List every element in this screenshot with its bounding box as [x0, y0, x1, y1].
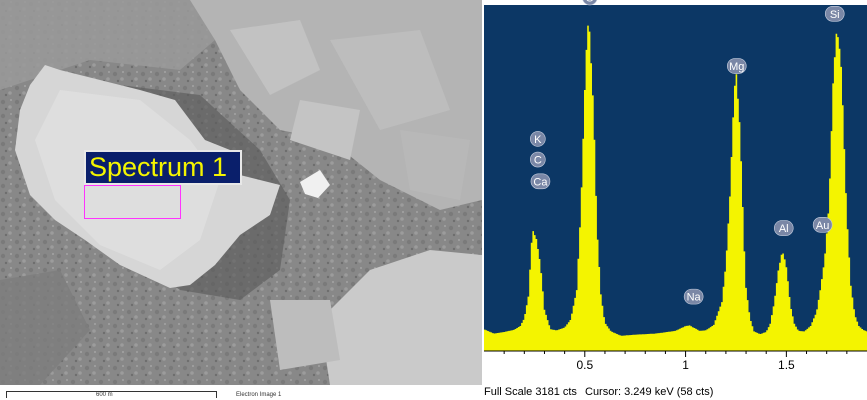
peak-marker [582, 0, 598, 6]
micrograph-texture [0, 0, 482, 385]
eds-spectrum-chart[interactable]: 0.5 1 1.5 KC Ca O Na Mg Al Au Si [484, 0, 867, 384]
peak-label-k[interactable]: K [530, 131, 546, 147]
scale-bar [6, 391, 217, 398]
scale-bar-label: 600 m [96, 392, 113, 398]
spectrum-panel: 0.5 1 1.5 KC Ca O Na Mg Al Au Si Full Scale 3181 … [484, 0, 867, 400]
peak-element-text: Na [687, 292, 702, 304]
peak-element-text: Si [830, 9, 840, 21]
peak-element-text: Mg [729, 61, 744, 73]
peak-marker [726, 58, 747, 74]
peak-label-mg[interactable]: Mg [726, 58, 747, 74]
x-tick-label: 1 [682, 358, 689, 372]
status-bar: Full Scale 3181 cts Cursor: 3.249 keV (5… [484, 384, 867, 400]
spectrum-region-label[interactable]: Spectrum 1 [84, 150, 242, 185]
peak-marker [824, 6, 845, 22]
peak-label-na[interactable]: Na [683, 288, 704, 305]
x-tick-label: 1.5 [778, 358, 795, 372]
peak-marker [530, 173, 551, 190]
image-caption: Electron Image 1 [236, 392, 282, 398]
peak-marker [530, 151, 546, 168]
peak-element-text: K [534, 134, 542, 146]
peak-marker [683, 288, 704, 305]
peak-marker [812, 217, 833, 233]
peak-label-o[interactable]: O [582, 0, 598, 6]
peak-element-text: Au [816, 220, 829, 232]
peak-element-text: C [534, 155, 542, 167]
spectrum-region-box[interactable] [84, 185, 181, 219]
peak-label-si[interactable]: Si [824, 6, 845, 22]
x-tick-label: 0.5 [576, 358, 593, 372]
electron-image-panel: Spectrum 1 600 m Electron Image 1 [0, 0, 482, 400]
peak-element-text: Al [779, 223, 789, 235]
peak-element-text: O [586, 0, 595, 4]
peak-label-al[interactable]: Al [773, 220, 794, 236]
electron-micrograph [0, 0, 482, 385]
peak-element-text: Ca [533, 176, 548, 188]
peak-label-ca[interactable]: Ca [530, 173, 551, 190]
peak-marker [773, 220, 794, 236]
peak-marker [530, 131, 546, 147]
full-scale-readout: Full Scale 3181 cts [484, 386, 577, 398]
peak-label-au[interactable]: Au [812, 217, 833, 233]
spectrum-trace [484, 25, 867, 351]
cursor-readout: Cursor: 3.249 keV (58 cts) [585, 386, 714, 398]
peak-label-c[interactable]: C [530, 151, 546, 168]
